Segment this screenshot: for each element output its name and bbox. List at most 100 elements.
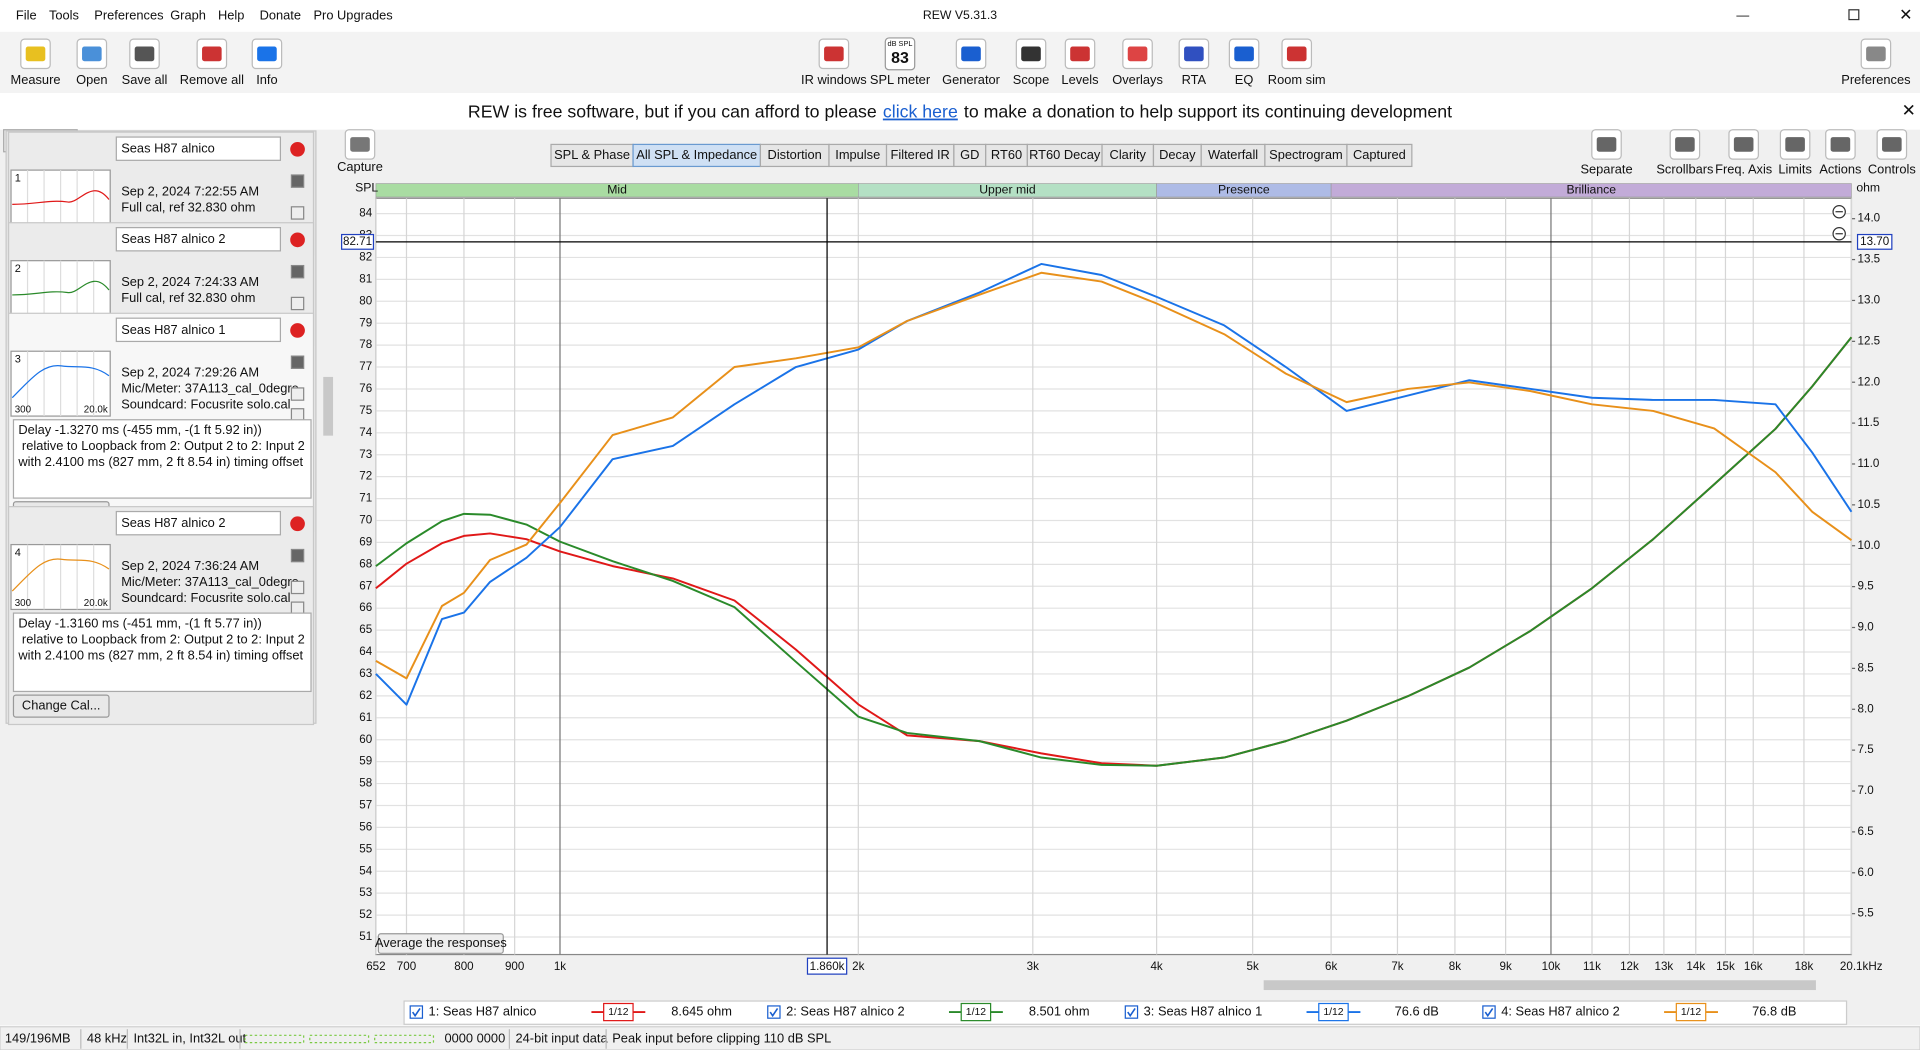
close[interactable]: ✕	[1899, 7, 1912, 24]
tool-label[interactable]: Open	[76, 72, 107, 87]
tool-label[interactable]: Levels	[1061, 72, 1098, 87]
item-icon[interactable]	[290, 387, 305, 401]
tool-label[interactable]: Scope	[1013, 72, 1049, 87]
smoothing-box[interactable]	[1318, 1002, 1349, 1022]
item-icon[interactable]	[290, 580, 305, 595]
tool-label[interactable]: Generator	[942, 72, 1001, 87]
measurement-name[interactable]: Seas H87 alnico 2	[121, 231, 225, 246]
graph-tab-label[interactable]: Captured	[1353, 147, 1406, 162]
item-icon[interactable]	[290, 548, 305, 563]
tool-label[interactable]: Info	[256, 72, 277, 87]
spl-meter-icon[interactable]	[884, 37, 916, 71]
menu-item[interactable]: Graph	[170, 7, 206, 22]
tool-label[interactable]: Save all	[122, 72, 168, 87]
capture-label[interactable]: Capture	[337, 159, 383, 174]
smoothing-label: 1/12	[966, 1007, 986, 1018]
tool-label[interactable]: EQ	[1235, 72, 1254, 87]
tool-label[interactable]: Measure	[11, 72, 61, 87]
thumb-label: 20.0k	[84, 598, 108, 609]
item-icon[interactable]	[290, 264, 305, 279]
graph-tab-label[interactable]: Decay	[1159, 147, 1196, 162]
legend-label[interactable]: 3: Seas H87 alnico 1	[1144, 1003, 1263, 1018]
graph-tab-label[interactable]: Impulse	[835, 147, 880, 162]
legend-checkbox[interactable]	[1482, 1005, 1496, 1019]
name-box[interactable]	[115, 227, 282, 252]
tool-label[interactable]: SPL meter	[870, 72, 931, 87]
legend-checkbox[interactable]	[409, 1005, 424, 1019]
banner-close[interactable]: ✕	[1902, 100, 1916, 120]
legend-readout: 76.8 dB	[1752, 1003, 1796, 1018]
tool-label[interactable]: Remove all	[180, 72, 244, 87]
y-axis-label: SPL	[355, 181, 378, 195]
measurement-name[interactable]: Seas H87 alnico 2	[121, 515, 225, 530]
capture-icon-glyph	[350, 137, 370, 152]
item-icon[interactable]	[290, 296, 305, 311]
tool-label[interactable]: IR windows	[801, 72, 867, 87]
menu-item[interactable]: File	[16, 7, 37, 22]
menu-item[interactable]: Pro Upgrades	[313, 7, 392, 22]
graph-tool-label[interactable]: Actions	[1819, 161, 1861, 176]
measurement-name[interactable]: Seas H87 alnico 1	[121, 322, 225, 337]
graph-tab-label[interactable]: All SPL & Impedance	[636, 147, 757, 162]
graph-tool-icon-glyph	[1785, 137, 1805, 152]
tool-label[interactable]: Room sim	[1268, 72, 1326, 87]
remove-button[interactable]	[290, 516, 305, 532]
item-icon[interactable]	[290, 355, 305, 369]
y2-tick-label: 13.0	[1858, 294, 1881, 307]
menu-item[interactable]: Help	[218, 7, 244, 22]
smoothing-box[interactable]	[1675, 1002, 1707, 1022]
menu-item[interactable]: Donate	[260, 7, 301, 22]
legend-label[interactable]: 2: Seas H87 alnico 2	[786, 1003, 905, 1018]
graph-tab[interactable]	[1346, 143, 1413, 168]
average-label[interactable]: Average the responses	[375, 935, 507, 950]
menu-item[interactable]: Preferences	[94, 7, 163, 22]
graph-tab-label[interactable]: RT60	[991, 147, 1022, 162]
tool-label[interactable]: Overlays	[1112, 72, 1163, 87]
name-box[interactable]	[115, 317, 282, 343]
graph-tool-label[interactable]: Freq. Axis	[1715, 161, 1772, 176]
graph-tab-label[interactable]: Clarity	[1110, 147, 1147, 162]
item-icon[interactable]	[290, 174, 305, 188]
tool-label[interactable]: Preferences	[1841, 72, 1910, 87]
remove-button[interactable]	[290, 232, 305, 248]
legend-label[interactable]: 1: Seas H87 alnico	[429, 1003, 537, 1018]
graph-tool-label[interactable]: Scrollbars	[1656, 161, 1713, 176]
smoothing-box[interactable]	[960, 1002, 992, 1022]
tool-label[interactable]: RTA	[1182, 72, 1207, 87]
minimize[interactable]: —	[1736, 7, 1749, 22]
graph-tab-label[interactable]: Filtered IR	[891, 147, 950, 162]
graph-tab-label[interactable]: Spectrogram	[1269, 147, 1343, 162]
legend-checkbox[interactable]	[1124, 1005, 1139, 1019]
menu-item[interactable]: Tools	[49, 7, 79, 22]
legend-label[interactable]: 4: Seas H87 alnico 2	[1501, 1003, 1620, 1018]
name-box[interactable]	[115, 136, 282, 161]
name-box[interactable]	[115, 510, 282, 536]
graph-tab-label[interactable]: GD	[960, 147, 979, 162]
legend-checkbox[interactable]	[767, 1005, 781, 1019]
graph-tool-label[interactable]: Controls	[1868, 161, 1916, 176]
change-cal-label[interactable]: Change Cal...	[22, 698, 101, 713]
remove-button[interactable]	[290, 141, 305, 157]
graph-tool-icon-glyph	[1882, 137, 1902, 152]
remove-button[interactable]	[290, 323, 305, 338]
average-button[interactable]	[377, 933, 504, 954]
measurement-name[interactable]: Seas H87 alnico	[121, 141, 215, 156]
change-cal-button[interactable]	[12, 694, 110, 718]
graph-tool-label[interactable]: Limits	[1778, 161, 1812, 176]
smoothing-box[interactable]	[603, 1002, 634, 1022]
h-scroll-thumb[interactable]	[1263, 980, 1816, 991]
graph-tab-label[interactable]: Waterfall	[1208, 147, 1258, 162]
graph-tab-label[interactable]: Distortion	[768, 147, 822, 162]
x-tick-label: 5k	[1247, 960, 1259, 973]
banner-link[interactable]: click here	[883, 101, 958, 121]
graph-tool-label[interactable]: Separate	[1580, 161, 1632, 176]
graph-tab-label[interactable]: RT60 Decay	[1029, 147, 1101, 162]
sidebar-scroll[interactable]	[323, 376, 334, 436]
maximize[interactable]	[1848, 9, 1860, 21]
graph-tab-label[interactable]: SPL & Phase	[554, 147, 630, 162]
y-tick-label: 70	[359, 514, 372, 527]
y2-axis-label: ohm	[1856, 181, 1880, 195]
item-icon[interactable]	[290, 206, 305, 220]
series-line	[375, 262, 1853, 706]
